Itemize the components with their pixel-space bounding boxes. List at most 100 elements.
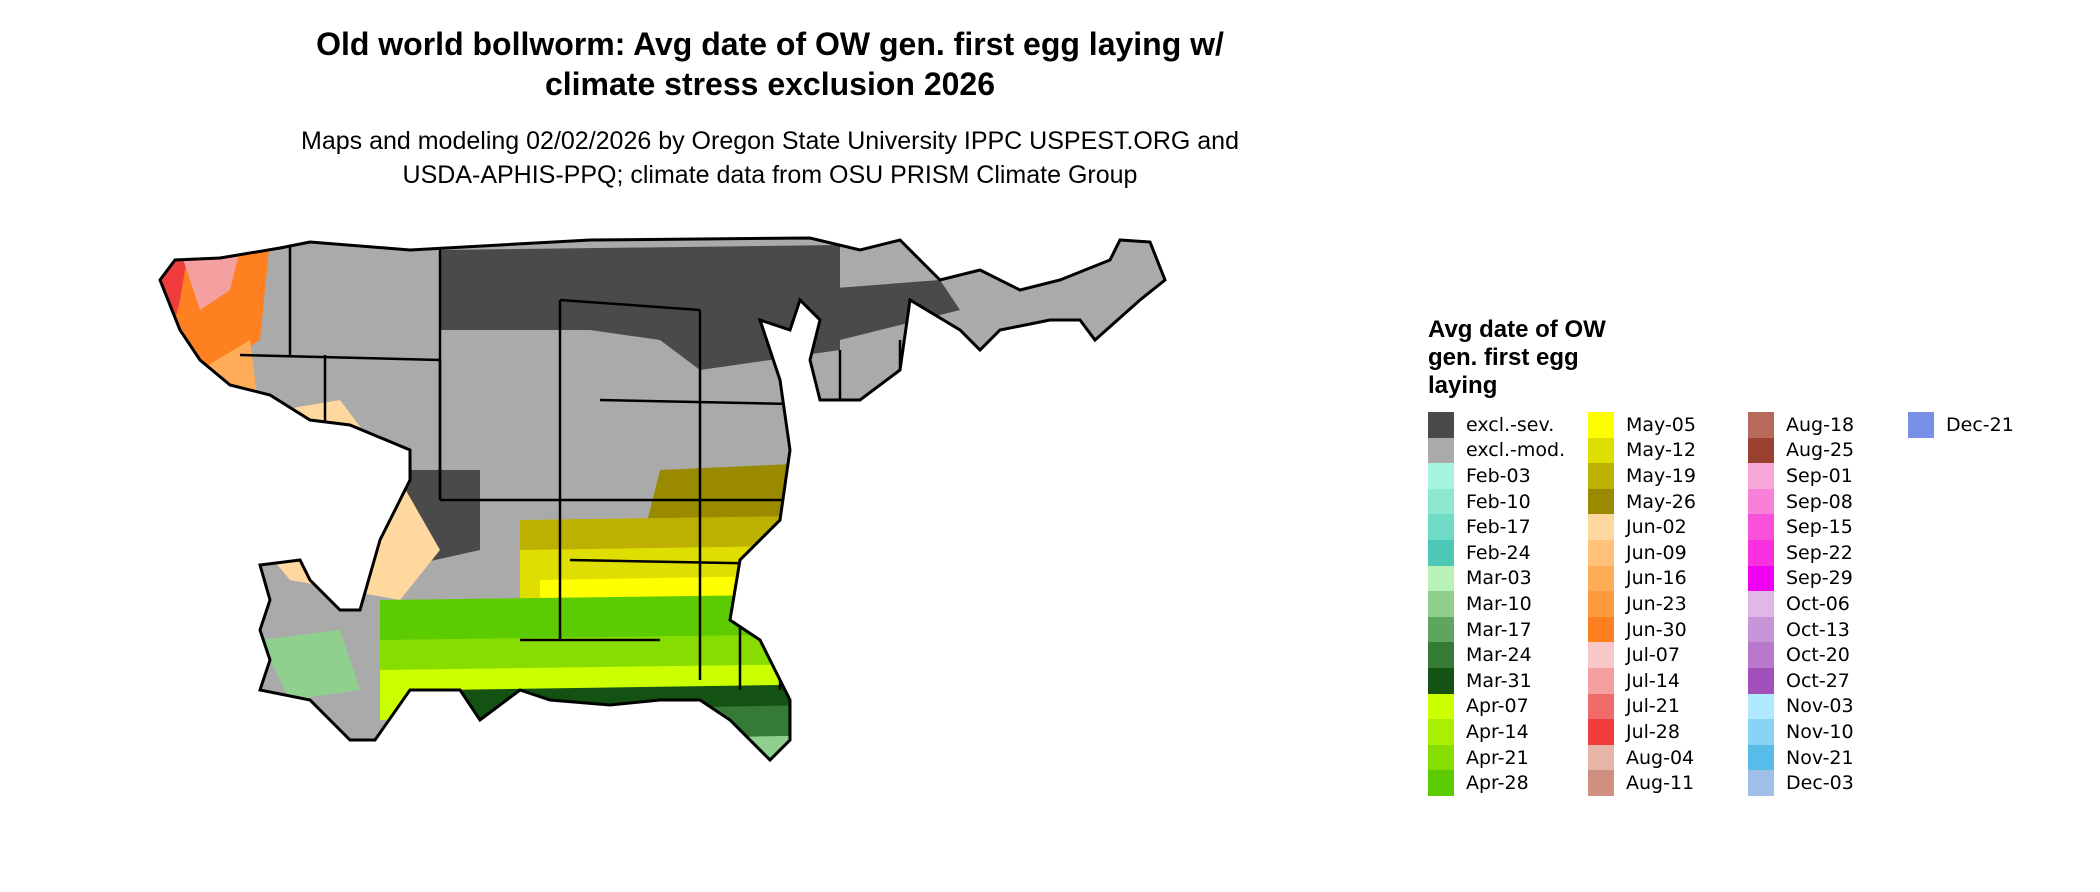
legend-swatch [1428, 437, 1454, 464]
legend-column: Aug-18 Aug-25 Sep-01 Sep-08 Sep-15 Sep-22 Sep-… [1748, 412, 1908, 796]
zone-sw-green [260, 630, 360, 700]
legend-item: Feb-24 [1428, 539, 1588, 566]
legend-item: Jun-09 [1588, 539, 1748, 566]
map-subtitle: Maps and modeling 02/02/2026 by Oregon S… [0, 124, 1540, 192]
legend-item: Jul-14 [1588, 667, 1748, 694]
legend-item: Apr-07 [1428, 693, 1588, 720]
legend-label: Feb-03 [1466, 464, 1531, 487]
legend-label: May-05 [1626, 413, 1696, 436]
legend-item: Jun-16 [1588, 565, 1748, 592]
legend-label: Oct-06 [1786, 592, 1850, 615]
legend-label: Mar-24 [1466, 644, 1532, 667]
legend-swatch [1588, 565, 1614, 592]
zone-feb-10 [1000, 690, 1120, 760]
legend-swatch [1748, 539, 1774, 566]
legend-swatch [1428, 412, 1454, 438]
legend-label: Jul-21 [1626, 695, 1680, 718]
map-subtitle-line-2: USDA-APHIS-PPQ; climate data from OSU PR… [402, 161, 1138, 189]
legend-label: Mar-17 [1466, 618, 1532, 641]
zone-ca-darkgreen [160, 520, 210, 630]
legend-swatch [1748, 744, 1774, 771]
legend-swatch [1588, 693, 1614, 720]
legend-swatch [1588, 514, 1614, 540]
legend-item: Sep-29 [1748, 565, 1908, 592]
legend-label: Jun-09 [1626, 541, 1687, 564]
legend-swatch [1588, 744, 1614, 771]
map-subtitle-line-1: Maps and modeling 02/02/2026 by Oregon S… [301, 127, 1239, 155]
legend-label: Oct-13 [1786, 618, 1850, 641]
zone-feb-24 [590, 780, 1040, 892]
legend-label: Feb-24 [1466, 541, 1531, 564]
legend-swatch [1428, 642, 1454, 668]
legend-item: Sep-08 [1748, 488, 1908, 515]
state-border [839, 593, 1121, 602]
legend-item: Aug-18 [1748, 412, 1908, 438]
legend-label: May-12 [1626, 439, 1696, 462]
state-border [1139, 378, 1165, 402]
legend-item: Oct-13 [1748, 616, 1908, 643]
legend-swatch [1588, 719, 1614, 745]
legend-label: Oct-27 [1786, 669, 1850, 692]
legend-swatch [1748, 437, 1774, 464]
legend-label: Sep-29 [1786, 567, 1853, 590]
state-border [958, 599, 1002, 701]
legend-label: Oct-20 [1786, 644, 1850, 667]
legend-item: Mar-31 [1428, 667, 1588, 694]
zone-mar-10 [560, 730, 1120, 760]
legend-swatch [1908, 412, 1934, 438]
legend-item: Jul-21 [1588, 693, 1748, 720]
legend-item: Jul-07 [1588, 642, 1748, 668]
legend-item: May-26 [1588, 488, 1748, 515]
legend: Avg date of OW gen. first egg laying exc… [1428, 316, 2068, 796]
legend-item: Aug-11 [1588, 770, 1748, 796]
legend-swatch [1748, 719, 1774, 745]
legend-swatch [1428, 565, 1454, 592]
legend-label: Mar-31 [1466, 669, 1532, 692]
legend-item: Aug-25 [1748, 437, 1908, 464]
legend-label: Jun-02 [1626, 516, 1687, 539]
legend-item: Feb-03 [1428, 463, 1588, 489]
legend-swatch [1428, 514, 1454, 540]
map-title-line-2: climate stress exclusion 2026 [544, 66, 996, 102]
legend-item: Dec-03 [1748, 770, 1908, 796]
legend-label: Sep-22 [1786, 541, 1853, 564]
legend-swatch [1588, 616, 1614, 643]
legend-item: Mar-24 [1428, 642, 1588, 668]
legend-column: May-05 May-12 May-19 May-26 Jun-02 Jun-09 Jun-… [1588, 412, 1748, 796]
legend-swatch [1748, 565, 1774, 592]
legend-label: Aug-25 [1786, 439, 1855, 462]
legend-item: Dec-21 [1908, 412, 2068, 438]
legend-column: excl.-sev. excl.-mod. Feb-03 Feb-10 Feb-17 Fe… [1428, 412, 1588, 796]
legend-swatch [1748, 642, 1774, 668]
legend-label: Feb-10 [1466, 490, 1531, 513]
legend-item: Apr-21 [1428, 744, 1588, 771]
us-map-canvas [158, 236, 1380, 892]
legend-label: Jul-28 [1626, 720, 1680, 743]
zone-ca-green [160, 480, 260, 690]
legend-swatch [1428, 463, 1454, 489]
legend-swatch [1428, 667, 1454, 694]
legend-label: Apr-14 [1466, 720, 1529, 743]
legend-item: Jun-23 [1588, 591, 1748, 617]
legend-label: Aug-04 [1626, 746, 1695, 769]
legend-item: excl.-mod. [1428, 437, 1588, 464]
legend-swatch [1588, 488, 1614, 515]
legend-item: May-12 [1588, 437, 1748, 464]
legend-swatch [1428, 693, 1454, 720]
legend-swatch [1588, 642, 1614, 668]
legend-swatch [1588, 437, 1614, 464]
legend-item: May-19 [1588, 463, 1748, 489]
zone-excl-sev-northeast [1240, 260, 1380, 340]
map-title-line-1: Old world bollworm: Avg date of OW gen. … [316, 26, 1224, 62]
state-border [559, 298, 701, 312]
legend-item: Apr-28 [1428, 770, 1588, 796]
legend-swatch [1748, 693, 1774, 720]
legend-item: Feb-10 [1428, 488, 1588, 515]
legend-swatch [1588, 412, 1614, 438]
legend-column: Dec-21 [1908, 412, 2068, 796]
legend-swatch [1428, 488, 1454, 515]
legend-item: Feb-17 [1428, 514, 1588, 540]
legend-swatch [1588, 539, 1614, 566]
legend-swatch [1748, 488, 1774, 515]
legend-label: Sep-15 [1786, 516, 1853, 539]
